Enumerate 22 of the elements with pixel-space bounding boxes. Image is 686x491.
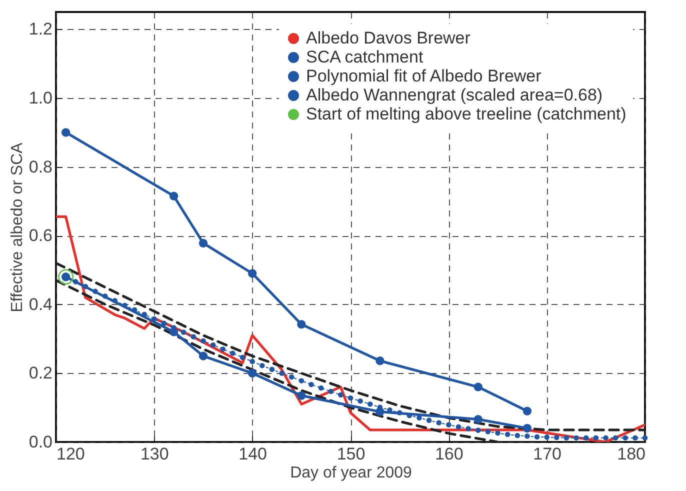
x-tick-label: 180 [617,444,646,464]
y-axis-title: Effective albedo or SCA [8,142,26,312]
legend-label: Albedo Wannengrat (scaled area=0.68) [306,86,603,104]
y-tick-label: 0.4 [28,294,52,314]
x-tick-label: 150 [336,444,366,464]
legend-label: Polynomial fit of Albedo Brewer [306,66,542,86]
y-tick-label: 1.0 [28,88,52,108]
x-axis-title: Day of year 2009 [290,464,412,482]
x-tick-label: 170 [533,444,562,464]
y-tick-label: 1.2 [28,20,52,39]
legend-label: Start of melting above treeline (catchment) [306,104,626,124]
y-tick-label: 0.6 [28,226,52,246]
y-tick-label: 0.8 [28,157,52,176]
x-tick-label: 130 [140,444,169,464]
x-tick-label: 160 [434,444,464,464]
x-tick-label: 140 [238,444,268,464]
legend-label: Albedo Davos Brewer [306,28,471,48]
y-tick-label: 0.0 [28,432,52,452]
y-tick-label: 0.2 [28,364,52,383]
x-tick-label: 120 [56,444,85,464]
legend-label: SCA catchment [306,48,424,66]
line-series [56,279,500,442]
